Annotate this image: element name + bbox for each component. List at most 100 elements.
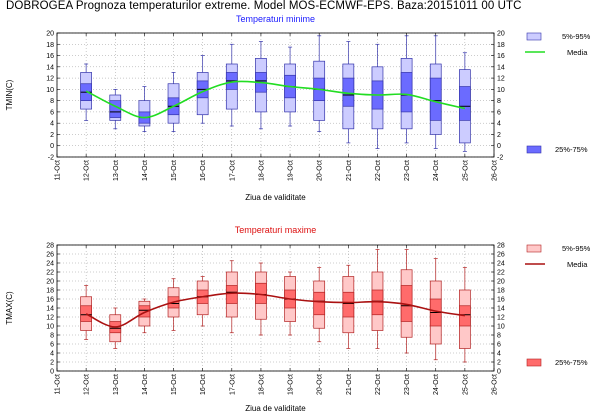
y-tick-label: 10 xyxy=(46,324,54,331)
x-tick-label: 23-Oct xyxy=(404,160,411,181)
x-tick-label: 26-Oct xyxy=(492,160,499,181)
y-tick-label: 28 xyxy=(46,243,54,250)
y-tick-label: 20 xyxy=(497,31,505,38)
legend-label-iqr: 25%-75% xyxy=(555,145,588,154)
x-tick-label: 25-Oct xyxy=(462,374,469,395)
x-tick-label: 24-Oct xyxy=(433,160,440,181)
y-tick-label: 12 xyxy=(497,315,505,322)
x-tick-label: 22-Oct xyxy=(375,160,382,181)
y-tick-label: 12 xyxy=(46,315,54,322)
y-tick-label: 4 xyxy=(50,351,54,358)
y-tick-label: 22 xyxy=(497,270,505,277)
y-tick-label: 26 xyxy=(46,252,54,259)
y-tick-label: 18 xyxy=(497,42,505,49)
box-iqr-25-75 xyxy=(459,86,471,121)
mean-line xyxy=(85,292,465,328)
y-tick-label: 6 xyxy=(50,109,54,116)
x-tick-label: 21-Oct xyxy=(346,160,353,181)
box-iqr-25-75 xyxy=(313,291,326,316)
x-tick-label: 23-Oct xyxy=(404,374,411,395)
y-tick-label: 4 xyxy=(497,351,501,358)
y-tick-label: 16 xyxy=(46,53,54,60)
x-tick-label: 12-Oct xyxy=(84,160,91,181)
box-iqr-25-75 xyxy=(80,305,92,322)
y-tick-label: 16 xyxy=(46,297,54,304)
x-tick-label: 11-Oct xyxy=(55,160,62,181)
legend-swatch-iqr xyxy=(526,358,542,367)
y-tick-label: 0 xyxy=(50,369,54,376)
legend-label-range: 5%-95% xyxy=(562,32,591,41)
box-iqr-25-75 xyxy=(400,72,413,113)
x-axis-label: Ziua de validitate xyxy=(245,404,306,413)
y-tick-label: 24 xyxy=(46,261,54,268)
x-tick-label: 15-Oct xyxy=(171,160,178,181)
y-tick-label: 8 xyxy=(50,98,54,105)
x-tick-label: 17-Oct xyxy=(229,160,236,181)
chart-panel-1: Temperaturi minime -2 -2 0 0 2 2 4 4 6 6 8 8 10 10 12 12… xyxy=(5,14,591,202)
box-iqr-25-75 xyxy=(342,291,355,318)
y-tick-label: 20 xyxy=(46,31,54,38)
y-tick-label: 10 xyxy=(497,87,505,94)
y-axis-label: TMIN(C) xyxy=(5,79,14,110)
y-tick-label: 20 xyxy=(497,279,505,286)
x-tick-label: 18-Oct xyxy=(258,374,265,395)
legend-swatch-range xyxy=(526,244,542,253)
y-tick-label: 22 xyxy=(46,270,54,277)
legend-label-mean: Media xyxy=(567,260,588,269)
y-tick-label: -2 xyxy=(48,155,54,162)
page-title: DOBROGEA Prognoza temperaturilor extreme… xyxy=(6,0,522,12)
legend-label-iqr: 25%-75% xyxy=(555,358,588,367)
x-tick-label: 19-Oct xyxy=(288,374,295,395)
x-axis-label: Ziua de validitate xyxy=(245,193,306,202)
box-iqr-25-75 xyxy=(429,77,442,121)
y-tick-label: 2 xyxy=(50,360,54,367)
plot-frame xyxy=(56,244,495,372)
y-tick-label: 6 xyxy=(497,109,501,116)
legend-swatch-range xyxy=(526,32,542,41)
x-tick-label: 19-Oct xyxy=(288,160,295,181)
y-tick-label: 14 xyxy=(497,306,505,313)
x-tick-label: 13-Oct xyxy=(113,374,120,395)
y-tick-label: 18 xyxy=(497,288,505,295)
y-tick-label: 2 xyxy=(50,132,54,139)
y-tick-label: 8 xyxy=(497,98,501,105)
x-tick-label: 24-Oct xyxy=(433,374,440,395)
y-tick-label: 20 xyxy=(46,279,54,286)
y-tick-label: 0 xyxy=(497,369,501,376)
y-tick-label: 6 xyxy=(50,342,54,349)
y-tick-label: 2 xyxy=(497,360,501,367)
y-tick-label: 14 xyxy=(46,306,54,313)
plot-frame xyxy=(56,32,495,158)
y-tick-label: 18 xyxy=(46,288,54,295)
x-tick-label: 18-Oct xyxy=(258,160,265,181)
y-tick-label: 18 xyxy=(46,42,54,49)
x-tick-label: 12-Oct xyxy=(84,374,91,395)
chart-title: Temperaturi maxime xyxy=(235,225,317,235)
box-iqr-25-75 xyxy=(109,100,122,118)
y-tick-label: 10 xyxy=(46,87,54,94)
x-tick-label: 25-Oct xyxy=(462,160,469,181)
box-iqr-25-75 xyxy=(138,305,151,318)
x-tick-label: 26-Oct xyxy=(492,374,499,395)
legend: 5%-95% Media 25%-75% xyxy=(525,244,591,367)
y-tick-label: 10 xyxy=(497,324,505,331)
legend-label-mean: Media xyxy=(567,48,588,57)
y-tick-label: 14 xyxy=(497,64,505,71)
legend: 5%-95% Media 25%-75% xyxy=(525,32,591,154)
chart-title: Temperaturi minime xyxy=(236,14,315,24)
x-tick-label: 20-Oct xyxy=(317,374,324,395)
y-tick-label: 12 xyxy=(46,76,54,83)
y-tick-label: 6 xyxy=(497,342,501,349)
y-tick-label: 14 xyxy=(46,64,54,71)
y-tick-label: 12 xyxy=(497,76,505,83)
x-tick-label: 22-Oct xyxy=(375,374,382,395)
box-iqr-25-75 xyxy=(225,285,238,304)
legend-label-range: 5%-95% xyxy=(562,244,591,253)
y-tick-label: 8 xyxy=(50,333,54,340)
x-tick-label: 16-Oct xyxy=(200,160,207,181)
x-tick-label: 13-Oct xyxy=(113,160,120,181)
y-tick-label: 16 xyxy=(497,297,505,304)
box-iqr-25-75 xyxy=(459,305,471,327)
